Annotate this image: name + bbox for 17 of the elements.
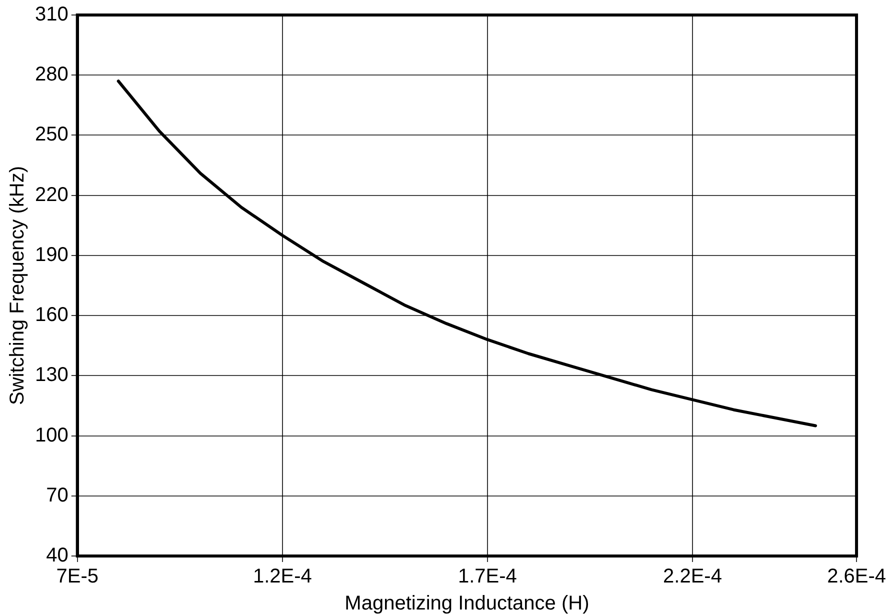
x-axis-title: Magnetizing Inductance (H) xyxy=(344,592,590,615)
y-tick-label: 310 xyxy=(34,4,68,26)
x-tick-label: 1.2E-4 xyxy=(252,566,312,588)
y-tick-label: 250 xyxy=(34,124,68,146)
y-tick-label: 220 xyxy=(34,184,68,206)
x-tick-label: 7E-5 xyxy=(56,566,98,588)
y-tick-label: 160 xyxy=(34,304,68,326)
y-tick-label: 70 xyxy=(46,484,68,506)
y-tick-label: 280 xyxy=(34,64,68,86)
x-tick-label: 2.6E-4 xyxy=(827,566,886,588)
x-tick-label: 2.2E-4 xyxy=(663,566,722,588)
y-tick-label: 130 xyxy=(34,364,68,386)
y-tick-label: 100 xyxy=(34,424,68,446)
x-tick-label: 1.7E-4 xyxy=(458,566,517,588)
y-tick-label: 190 xyxy=(34,244,68,266)
y-tick-label: 40 xyxy=(46,544,68,567)
y-axis-title: Switching Frequency (kHz) xyxy=(6,166,29,405)
